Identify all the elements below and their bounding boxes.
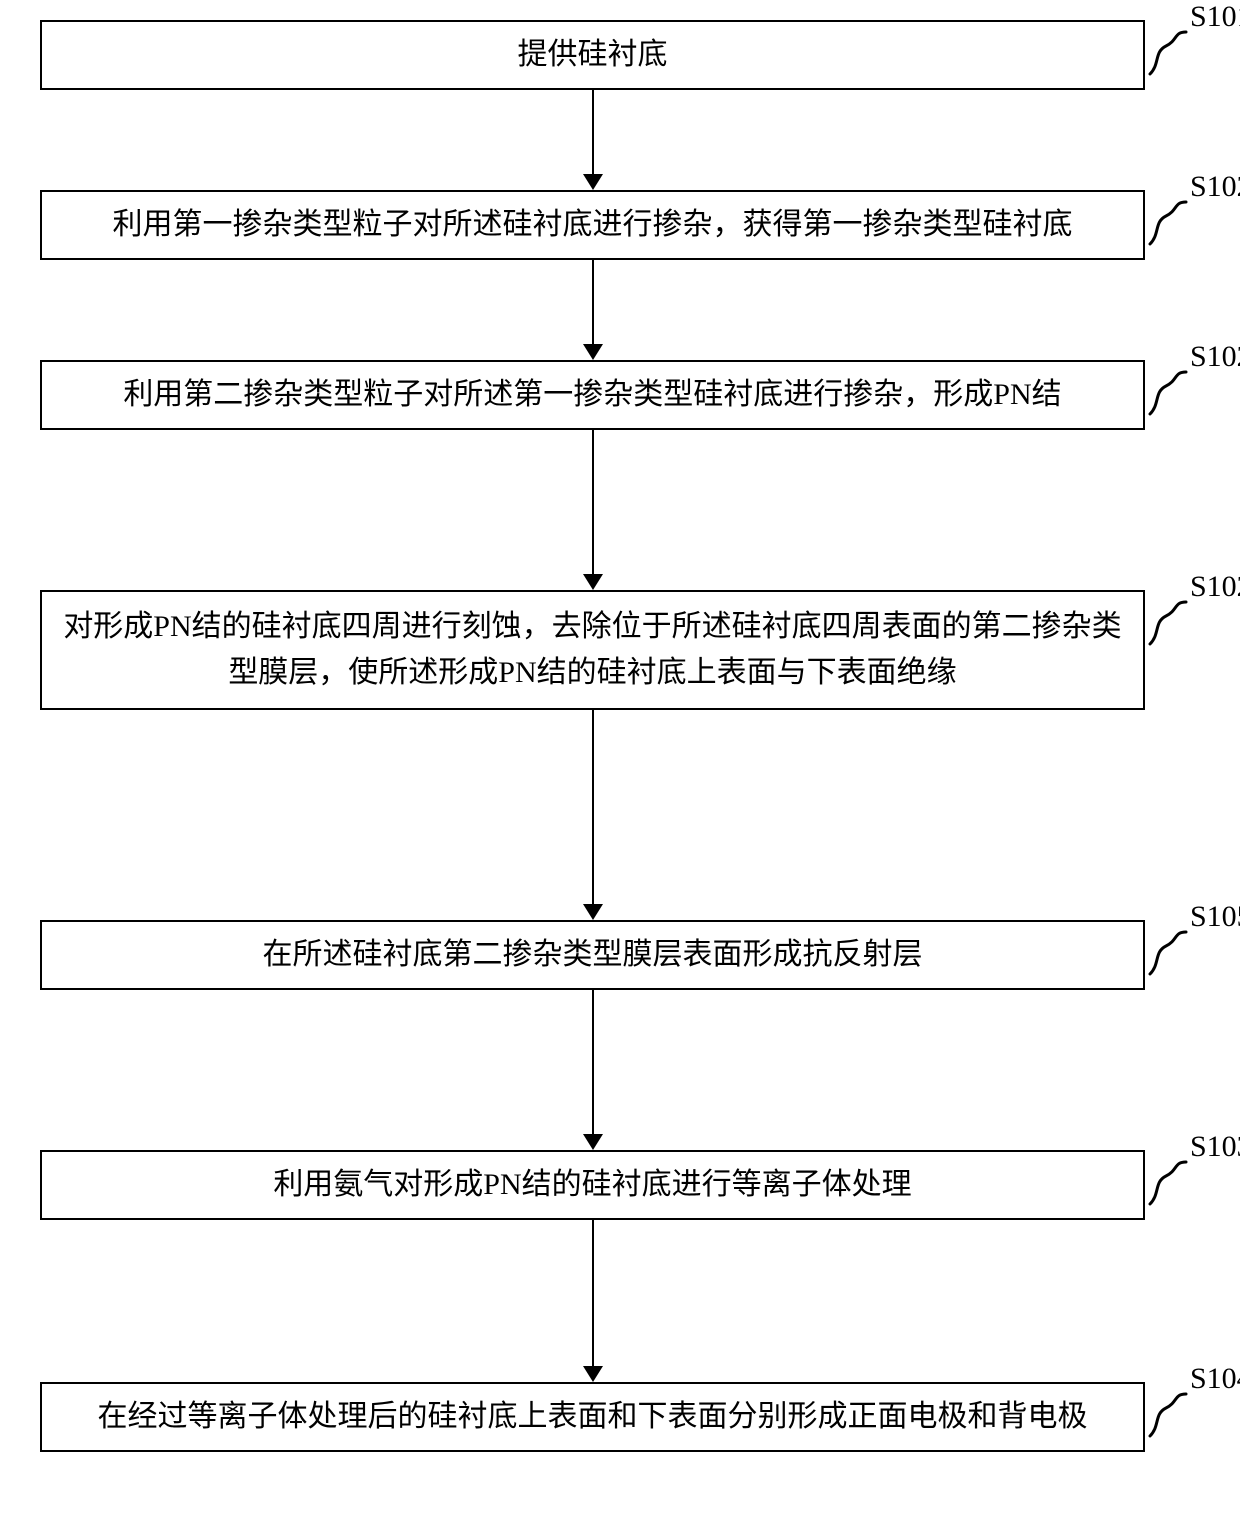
arrow-shaft — [592, 430, 594, 574]
step-box-S105: 在所述硅衬底第二掺杂类型膜层表面形成抗反射层 — [40, 920, 1145, 990]
step-label-S1021: S1021 — [1190, 170, 1240, 204]
label-connector-squiggle — [1148, 30, 1188, 76]
arrow-shaft — [592, 1220, 594, 1366]
step-label-S105: S105 — [1190, 900, 1240, 934]
step-text: 利用第一掺杂类型粒子对所述硅衬底进行掺杂，获得第一掺杂类型硅衬底 — [113, 202, 1073, 249]
arrow-head-icon — [583, 174, 603, 190]
step-text: 利用第二掺杂类型粒子对所述第一掺杂类型硅衬底进行掺杂，形成PN结 — [123, 372, 1061, 419]
step-box-S1023: 对形成PN结的硅衬底四周进行刻蚀，去除位于所述硅衬底四周表面的第二掺杂类型膜层，… — [40, 590, 1145, 710]
step-text: 对形成PN结的硅衬底四周进行刻蚀，去除位于所述硅衬底四周表面的第二掺杂类型膜层，… — [62, 604, 1123, 697]
arrow-head-icon — [583, 1134, 603, 1150]
step-label-S104: S104 — [1190, 1362, 1240, 1396]
step-label-S101: S101 — [1190, 0, 1240, 34]
arrow-head-icon — [583, 904, 603, 920]
label-connector-squiggle — [1148, 1392, 1188, 1438]
flowchart-sheet: 提供硅衬底 S101 利用第一掺杂类型粒子对所述硅衬底进行掺杂，获得第一掺杂类型硅衬… — [0, 0, 1240, 1517]
step-label-S103: S103 — [1190, 1130, 1240, 1164]
arrow-shaft — [592, 710, 594, 904]
arrow-head-icon — [583, 1366, 603, 1382]
step-box-S1022: 利用第二掺杂类型粒子对所述第一掺杂类型硅衬底进行掺杂，形成PN结 — [40, 360, 1145, 430]
step-label-S1022: S1022 — [1190, 340, 1240, 374]
step-box-S104: 在经过等离子体处理后的硅衬底上表面和下表面分别形成正面电极和背电极 — [40, 1382, 1145, 1452]
step-text: 利用氨气对形成PN结的硅衬底进行等离子体处理 — [273, 1162, 911, 1209]
step-box-S103: 利用氨气对形成PN结的硅衬底进行等离子体处理 — [40, 1150, 1145, 1220]
step-text: 在所述硅衬底第二掺杂类型膜层表面形成抗反射层 — [263, 932, 923, 979]
label-connector-squiggle — [1148, 600, 1188, 646]
arrow-shaft — [592, 990, 594, 1134]
arrow-shaft — [592, 90, 594, 174]
step-label-S1023: S1023 — [1190, 570, 1240, 604]
arrow-head-icon — [583, 574, 603, 590]
label-connector-squiggle — [1148, 370, 1188, 416]
step-text: 在经过等离子体处理后的硅衬底上表面和下表面分别形成正面电极和背电极 — [98, 1394, 1088, 1441]
arrow-head-icon — [583, 344, 603, 360]
label-connector-squiggle — [1148, 200, 1188, 246]
label-connector-squiggle — [1148, 930, 1188, 976]
step-text: 提供硅衬底 — [518, 32, 668, 79]
step-box-S101: 提供硅衬底 — [40, 20, 1145, 90]
arrow-shaft — [592, 260, 594, 344]
label-connector-squiggle — [1148, 1160, 1188, 1206]
step-box-S1021: 利用第一掺杂类型粒子对所述硅衬底进行掺杂，获得第一掺杂类型硅衬底 — [40, 190, 1145, 260]
